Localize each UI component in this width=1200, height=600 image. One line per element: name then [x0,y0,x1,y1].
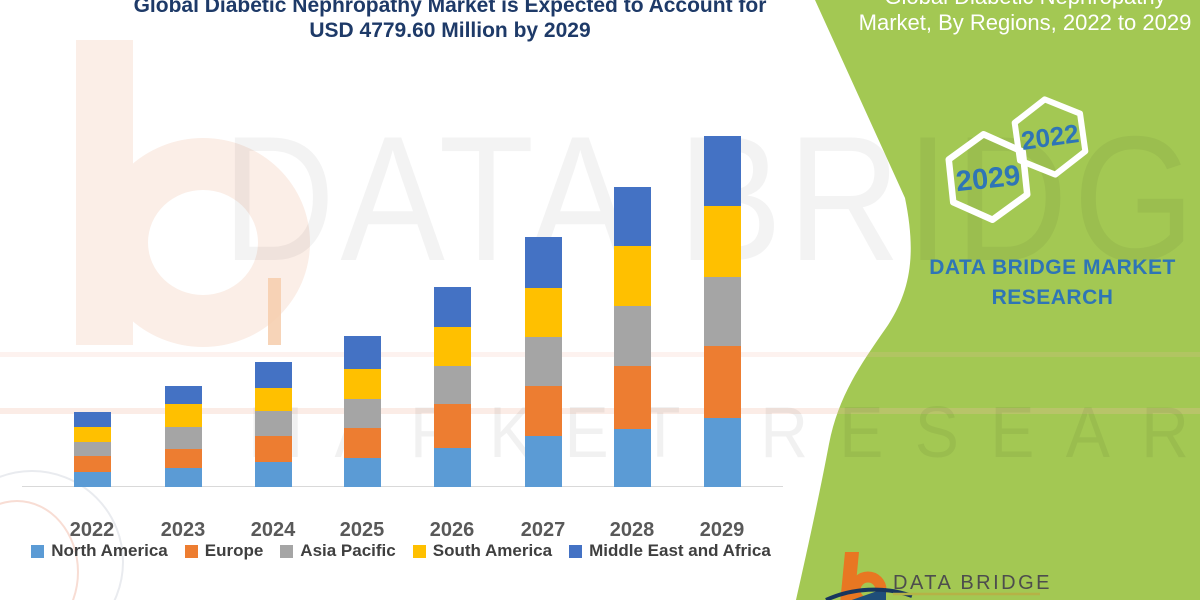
bar-segment-2025-middle-east-and-africa [343,336,381,369]
x-axis-label-2024: 2024 [250,519,296,541]
bar-2022 [73,412,111,487]
bar-segment-2027-south-america [524,288,562,337]
bar-2027 [524,237,562,487]
legend-label: South America [432,541,553,560]
bar-segment-2022-asia-pacific [73,442,111,456]
legend-swatch [569,544,583,558]
chart-title-line2: USD 4779.60 Million by 2029 [309,19,591,42]
chart-legend: North America Europe Asia Pacific South Ame… [25,541,777,561]
bar-segment-2026-north-america [433,448,471,487]
x-axis-label-2028: 2028 [609,519,655,541]
chart-title-line1: Global Diabetic Nephropathy Market is Ex… [133,0,767,17]
legend-label: Asia Pacific [300,541,396,560]
bar-segment-2025-europe [343,428,381,458]
legend-item-europe: Europe [184,541,264,561]
legend-label: Europe [204,541,264,560]
watermark-underline-band [0,408,1200,414]
bar-segment-2023-north-america [164,468,202,487]
watermark-underline-band [0,352,1200,357]
bar-segment-2023-asia-pacific [164,427,202,449]
bar-segment-2027-asia-pacific [524,337,562,386]
bar-segment-2028-europe [613,366,651,429]
x-axis-label-2025: 2025 [339,519,385,541]
bar-segment-2029-asia-pacific [703,277,741,346]
x-axis-line [22,486,783,487]
bar-segment-2024-asia-pacific [254,411,292,436]
x-axis-label-2022: 2022 [69,519,115,541]
legend-item-middle-east-and-africa: Middle East and Africa [569,541,771,561]
bar-segment-2022-south-america [73,427,111,442]
panel-brand-line1: DATA BRIDGE MARKET [929,256,1176,279]
bar-2025 [343,336,381,487]
bar-segment-2025-north-america [343,458,381,487]
legend-swatch [184,544,198,558]
bar-segment-2024-north-america [254,462,292,487]
bar-segment-2028-asia-pacific [613,306,651,366]
green-panel-shape [796,0,1200,600]
bar-segment-2024-south-america [254,388,292,411]
legend-label: North America [51,541,168,560]
panel-heading-line1: Global Diabetic Nephropathy [850,0,1200,10]
bar-segment-2028-north-america [613,429,651,487]
legend-label: Middle East and Africa [589,541,771,560]
bar-segment-2029-north-america [703,418,741,487]
watermark-b-orange-edge [268,278,281,345]
bar-segment-2023-middle-east-and-africa [164,386,202,404]
bar-2024 [254,362,292,487]
bar-segment-2028-middle-east-and-africa [613,187,651,246]
bar-segment-2024-middle-east-and-africa [254,362,292,388]
bar-segment-2028-south-america [613,246,651,306]
bar-segment-2029-middle-east-and-africa [703,136,741,206]
bar-segment-2029-europe [703,346,741,418]
legend-item-south-america: South America [412,541,553,561]
x-axis-label-2026: 2026 [429,519,475,541]
chart-title: Global Diabetic Nephropathy Market is Ex… [40,0,860,43]
legend-item-asia-pacific: Asia Pacific [280,541,396,561]
x-axis-label-2029: 2029 [699,519,745,541]
panel-heading: Global Diabetic Nephropathy Market, By R… [850,0,1200,36]
legend-swatch [31,544,45,558]
bar-segment-2027-north-america [524,436,562,487]
x-axis-label-2027: 2027 [520,519,566,541]
bar-2029 [703,136,741,487]
bar-segment-2027-middle-east-and-africa [524,237,562,288]
bar-segment-2023-south-america [164,404,202,427]
bar-2028 [613,187,651,487]
bar-segment-2024-europe [254,436,292,462]
bar-segment-2025-south-america [343,369,381,399]
bar-segment-2026-middle-east-and-africa [433,287,471,327]
bar-segment-2022-north-america [73,472,111,487]
bar-2023 [164,386,202,487]
bar-segment-2027-europe [524,386,562,436]
legend-swatch [280,544,294,558]
bar-segment-2025-asia-pacific [343,399,381,428]
bar-segment-2023-europe [164,449,202,468]
bar-segment-2029-south-america [703,206,741,277]
x-axis-label-2023: 2023 [160,519,206,541]
bar-2026 [433,287,471,487]
bar-segment-2026-south-america [433,327,471,366]
bar-segment-2022-europe [73,456,111,472]
panel-brand-line2: RESEARCH [991,286,1114,309]
bar-segment-2026-europe [433,404,471,448]
legend-item-north-america: North America [31,541,168,561]
panel-heading-line2: Market, By Regions, 2022 to 2029 [858,10,1192,35]
legend-swatch [412,544,426,558]
bar-segment-2022-middle-east-and-africa [73,412,111,427]
bar-segment-2026-asia-pacific [433,366,471,404]
panel-brand-text: DATA BRIDGE MARKET RESEARCH [880,253,1200,313]
